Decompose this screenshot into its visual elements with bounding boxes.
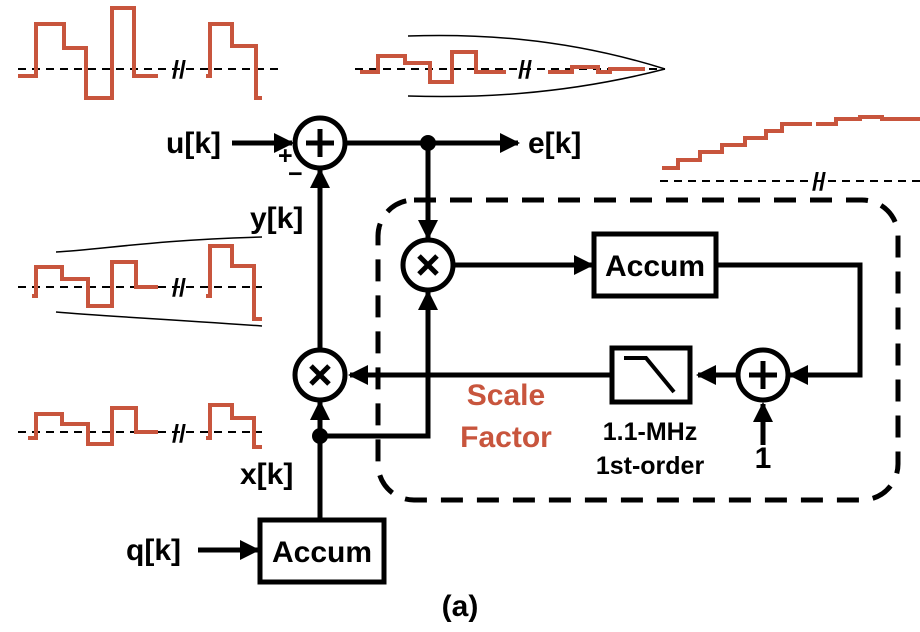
signal-label-q: q[k]	[126, 534, 181, 567]
scale-factor-label: Factor	[460, 421, 552, 454]
plus-circle-icon	[735, 347, 791, 403]
signal-label-x: x[k]	[240, 458, 293, 491]
signal-label-u: u[k]	[166, 127, 221, 160]
break-mark: //	[518, 56, 532, 84]
accumulator-block: Accum	[257, 517, 387, 585]
break-mark: //	[172, 420, 186, 448]
times-circle-icon	[292, 347, 348, 403]
filter-spec-label: 1st-order	[596, 452, 705, 480]
junction-node	[420, 135, 436, 151]
scale-factor-label: Scale	[467, 379, 545, 412]
break-mark: //	[172, 56, 186, 84]
plus-circle-icon	[292, 115, 348, 171]
constant-one-label: 1	[755, 442, 772, 475]
accumulator-block: Accum	[591, 231, 719, 299]
waveform-scale-inset: //	[660, 115, 920, 196]
lowpass-filter-icon	[609, 345, 693, 405]
signal-wires	[198, 133, 863, 560]
break-mark: //	[172, 274, 186, 302]
svg-text:Accum: Accum	[272, 536, 372, 569]
figure-caption: (a)	[442, 590, 479, 623]
signal-label-e: e[k]	[528, 127, 581, 160]
waveform-y-inset: //	[18, 236, 263, 327]
filter-spec-label: 1.1-MHz	[603, 418, 697, 446]
break-mark: //	[812, 168, 826, 196]
waveform-e-inset: //	[355, 34, 666, 98]
scale-factor-loop-boundary	[375, 197, 901, 503]
signal-label-y: y[k]	[250, 202, 303, 235]
svg-text:Accum: Accum	[605, 250, 705, 283]
adder-plus-sign: +	[278, 142, 293, 170]
waveform-x-inset: //	[18, 403, 262, 449]
adder-minus-sign: −	[288, 160, 303, 188]
times-circle-icon	[400, 237, 456, 293]
junction-node	[312, 428, 328, 444]
waveform-u-inset: //	[18, 6, 280, 100]
